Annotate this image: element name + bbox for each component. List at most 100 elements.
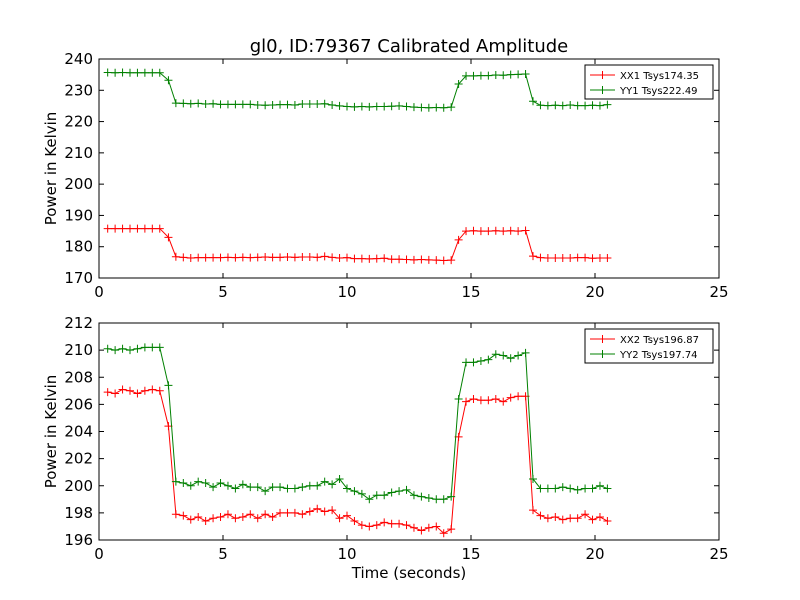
data-point bbox=[447, 525, 456, 534]
data-point bbox=[209, 99, 218, 108]
data-point bbox=[126, 68, 134, 77]
data-point bbox=[581, 484, 590, 493]
data-point bbox=[305, 253, 314, 262]
data-point bbox=[201, 100, 210, 109]
legend-box bbox=[584, 64, 714, 100]
data-point bbox=[469, 394, 478, 403]
data-point bbox=[298, 253, 307, 262]
data-point bbox=[543, 484, 552, 493]
data-point bbox=[484, 71, 493, 80]
data-point bbox=[126, 224, 134, 233]
data-point bbox=[476, 71, 485, 80]
legend-marker bbox=[598, 86, 607, 94]
data-point bbox=[491, 70, 500, 79]
data-point bbox=[595, 481, 604, 490]
data-point bbox=[506, 226, 515, 235]
x-tick-label: 10 bbox=[337, 545, 356, 563]
data-point bbox=[179, 511, 188, 520]
data-point bbox=[573, 101, 582, 110]
data-point bbox=[133, 344, 142, 353]
data-point bbox=[320, 99, 329, 108]
data-point bbox=[328, 253, 337, 262]
data-point bbox=[395, 101, 404, 110]
data-point bbox=[365, 495, 374, 504]
data-point bbox=[313, 481, 322, 490]
data-point bbox=[216, 100, 225, 109]
data-point bbox=[357, 102, 366, 111]
data-point bbox=[499, 351, 508, 360]
legend-marker bbox=[598, 71, 607, 79]
data-point bbox=[491, 394, 500, 403]
data-point bbox=[276, 483, 285, 492]
data-point bbox=[103, 388, 112, 397]
legend-label: XX1 Tsys174.35 bbox=[620, 71, 699, 82]
data-point bbox=[506, 393, 515, 402]
x-tick-label: 15 bbox=[461, 545, 480, 563]
data-point bbox=[201, 253, 210, 262]
data-point bbox=[118, 385, 127, 394]
data-point bbox=[372, 521, 381, 530]
data-point bbox=[581, 510, 590, 519]
data-point bbox=[290, 100, 299, 109]
data-point bbox=[402, 521, 411, 530]
data-point bbox=[298, 483, 307, 492]
data-point bbox=[155, 343, 164, 352]
data-point bbox=[529, 252, 537, 261]
data-point bbox=[417, 103, 426, 112]
x-tick-label: 20 bbox=[585, 283, 604, 301]
data-point bbox=[111, 346, 120, 355]
data-point bbox=[603, 517, 612, 526]
data-point bbox=[424, 255, 433, 264]
x-tick-label: 25 bbox=[709, 545, 728, 563]
y-tick-label: 190 bbox=[64, 206, 93, 224]
data-point bbox=[447, 492, 456, 501]
data-point bbox=[111, 224, 120, 233]
data-point bbox=[409, 103, 418, 112]
data-point bbox=[253, 483, 262, 492]
y-tick-label: 208 bbox=[64, 368, 93, 386]
data-point bbox=[372, 102, 381, 111]
legend-box bbox=[584, 328, 714, 364]
data-point bbox=[246, 100, 255, 109]
data-point bbox=[588, 484, 597, 493]
data-point bbox=[313, 253, 322, 262]
data-point bbox=[543, 514, 552, 523]
legend-label: YY2 Tsys197.74 bbox=[619, 350, 698, 361]
y-tick-label: 210 bbox=[64, 341, 93, 359]
data-point bbox=[276, 508, 285, 517]
data-point bbox=[595, 101, 604, 110]
data-point bbox=[521, 70, 530, 79]
data-point bbox=[417, 492, 426, 501]
data-point bbox=[491, 226, 500, 235]
data-point bbox=[283, 253, 292, 262]
data-point bbox=[462, 397, 471, 406]
data-point bbox=[209, 514, 218, 523]
data-point bbox=[551, 512, 560, 521]
x-tick-label: 0 bbox=[94, 545, 104, 563]
data-point bbox=[164, 76, 173, 85]
data-point bbox=[395, 487, 404, 496]
data-point bbox=[186, 515, 195, 524]
data-point bbox=[595, 512, 604, 521]
data-point bbox=[454, 80, 463, 89]
y-tick-label: 240 bbox=[64, 50, 93, 68]
data-point bbox=[566, 100, 575, 109]
data-point bbox=[103, 224, 112, 233]
data-point bbox=[469, 358, 478, 367]
data-point bbox=[551, 253, 560, 262]
data-point bbox=[350, 102, 359, 111]
data-point bbox=[238, 480, 247, 489]
data-point bbox=[140, 343, 149, 352]
bottom-subplot: Time (seconds) 0 5 10 15 20 25 196 198 200 202 204… bbox=[42, 314, 729, 582]
data-point bbox=[387, 255, 396, 264]
data-point bbox=[231, 484, 240, 493]
data-point bbox=[231, 253, 240, 262]
data-point bbox=[551, 101, 560, 110]
data-point bbox=[246, 483, 255, 492]
data-point bbox=[402, 255, 411, 264]
data-point bbox=[439, 495, 448, 504]
data-point bbox=[290, 253, 299, 262]
data-point bbox=[581, 253, 590, 262]
data-point bbox=[140, 68, 149, 77]
data-point bbox=[462, 227, 471, 236]
